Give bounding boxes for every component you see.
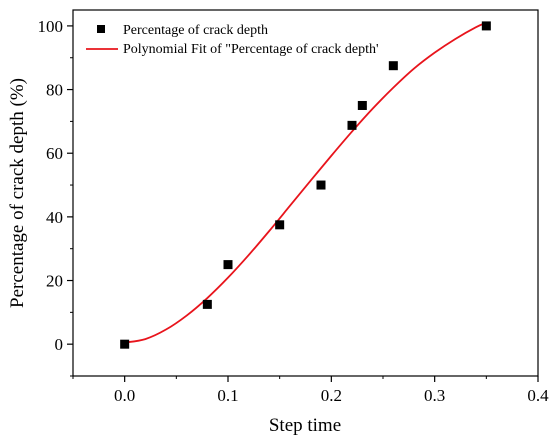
data-point — [202, 299, 212, 309]
data-point — [316, 180, 326, 190]
legend-label-fit: Polynomial Fit of "Percentage of crack d… — [123, 42, 379, 57]
x-tick-label: 0.1 — [217, 386, 238, 405]
y-axis-tick-labels: 0 20 40 60 80 100 — [38, 17, 64, 354]
x-axis-ticks — [72, 376, 539, 382]
x-tick-label: 0.4 — [527, 386, 549, 405]
y-tick-label: 0 — [55, 335, 64, 354]
x-tick-label: 0.0 — [114, 386, 135, 405]
x-axis-title: Step time — [269, 415, 341, 436]
y-axis-title: Percentage of crack depth (%) — [7, 78, 28, 308]
legend: Percentage of crack depth Polynomial Fit… — [86, 23, 379, 57]
x-tick-label: 0.2 — [321, 386, 342, 405]
y-tick-label: 20 — [46, 272, 63, 291]
data-point — [481, 21, 491, 31]
legend-marker-square — [97, 25, 105, 33]
y-tick-label: 100 — [38, 17, 64, 36]
data-point — [357, 100, 367, 110]
x-tick-label: 0.3 — [424, 386, 445, 405]
data-point — [120, 339, 130, 349]
data-point — [275, 220, 285, 230]
legend-label-scatter: Percentage of crack depth — [123, 23, 268, 38]
data-point — [223, 260, 233, 270]
data-point — [388, 61, 398, 71]
plot-area — [72, 9, 539, 377]
x-axis-tick-labels: 0.0 0.1 0.2 0.3 0.4 — [114, 386, 549, 405]
series-layer — [120, 21, 491, 349]
data-point — [347, 120, 357, 130]
y-tick-label: 60 — [46, 144, 63, 163]
y-tick-label: 40 — [46, 208, 63, 227]
y-axis-ticks — [67, 25, 73, 377]
y-tick-label: 80 — [46, 81, 63, 100]
fit-line — [124, 21, 487, 344]
